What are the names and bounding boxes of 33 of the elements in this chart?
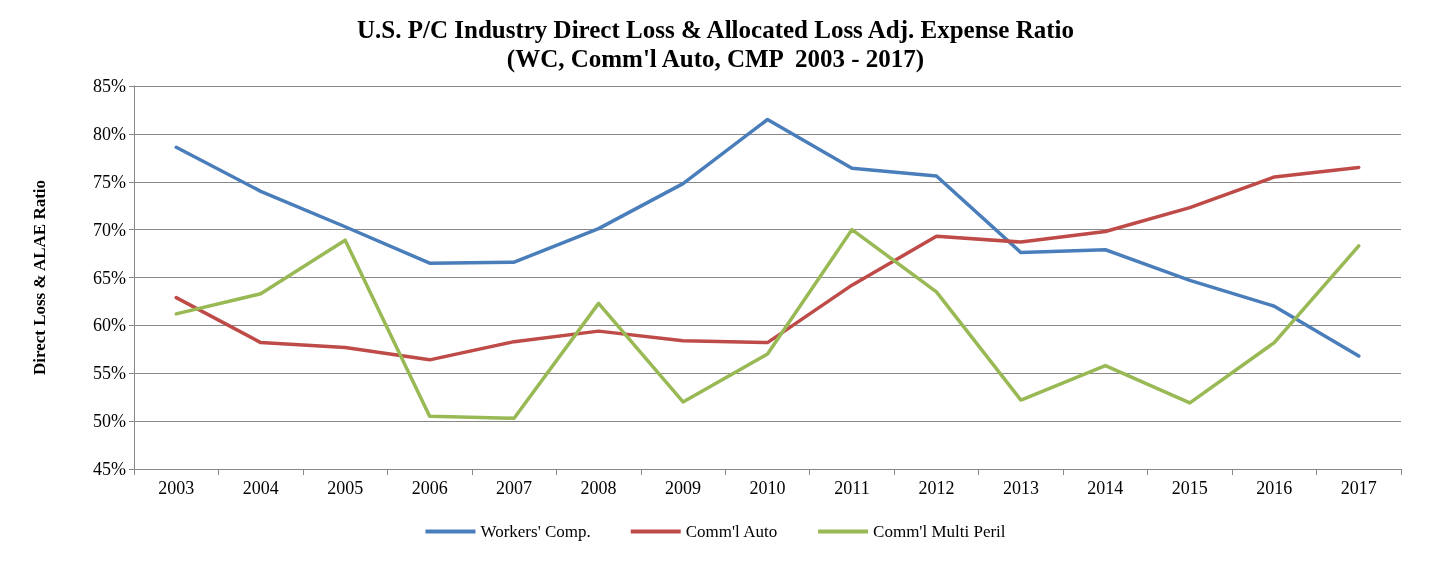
- y-tick-label: 85%: [93, 76, 126, 96]
- y-tick-label: 75%: [93, 171, 126, 192]
- y-tick-label: 65%: [93, 267, 126, 288]
- legend-label: Workers' Comp.: [480, 522, 591, 541]
- x-tick-label: 2007: [496, 478, 533, 498]
- y-tick-label: 50%: [93, 411, 126, 432]
- y-tick-label: 80%: [93, 123, 126, 144]
- y-axis-title: Direct Loss & ALAE Ratio: [30, 179, 49, 376]
- x-tick-label: 2017: [1340, 478, 1377, 498]
- chart-subtitle: (WC, Comm'l Auto, CMP 2003 - 2017): [506, 45, 925, 73]
- x-tick-label: 2003: [158, 478, 195, 498]
- x-tick-label: 2010: [749, 478, 786, 498]
- x-tick-label: 2006: [411, 478, 448, 498]
- x-tick-label: 2008: [580, 478, 617, 498]
- x-tick-label: 2016: [1256, 478, 1293, 498]
- y-tick-label: 55%: [93, 363, 126, 384]
- x-tick-label: 2015: [1171, 478, 1208, 498]
- x-tick-label: 2011: [834, 478, 870, 498]
- line-series: [174, 165, 1361, 362]
- x-tick-label: 2012: [918, 478, 955, 498]
- legend-label: Comm'l Auto: [685, 522, 778, 541]
- legend-label: Comm'l Multi Peril: [873, 522, 1006, 541]
- x-tick-label: 2014: [1087, 478, 1124, 498]
- x-tick-label: 2009: [665, 478, 702, 498]
- y-tick-label: 70%: [93, 219, 126, 240]
- line-series: [174, 227, 1361, 420]
- y-tick-label: 60%: [93, 315, 126, 336]
- y-tick-label: 45%: [93, 459, 126, 479]
- x-tick-label: 2005: [327, 478, 364, 498]
- chart-title: U.S. P/C Industry Direct Loss & Allocated Loss Adj. Expense Ratio: [357, 16, 1074, 43]
- line-series: [174, 117, 1361, 358]
- x-tick-label: 2004: [242, 478, 279, 498]
- x-tick-label: 2013: [1002, 478, 1039, 498]
